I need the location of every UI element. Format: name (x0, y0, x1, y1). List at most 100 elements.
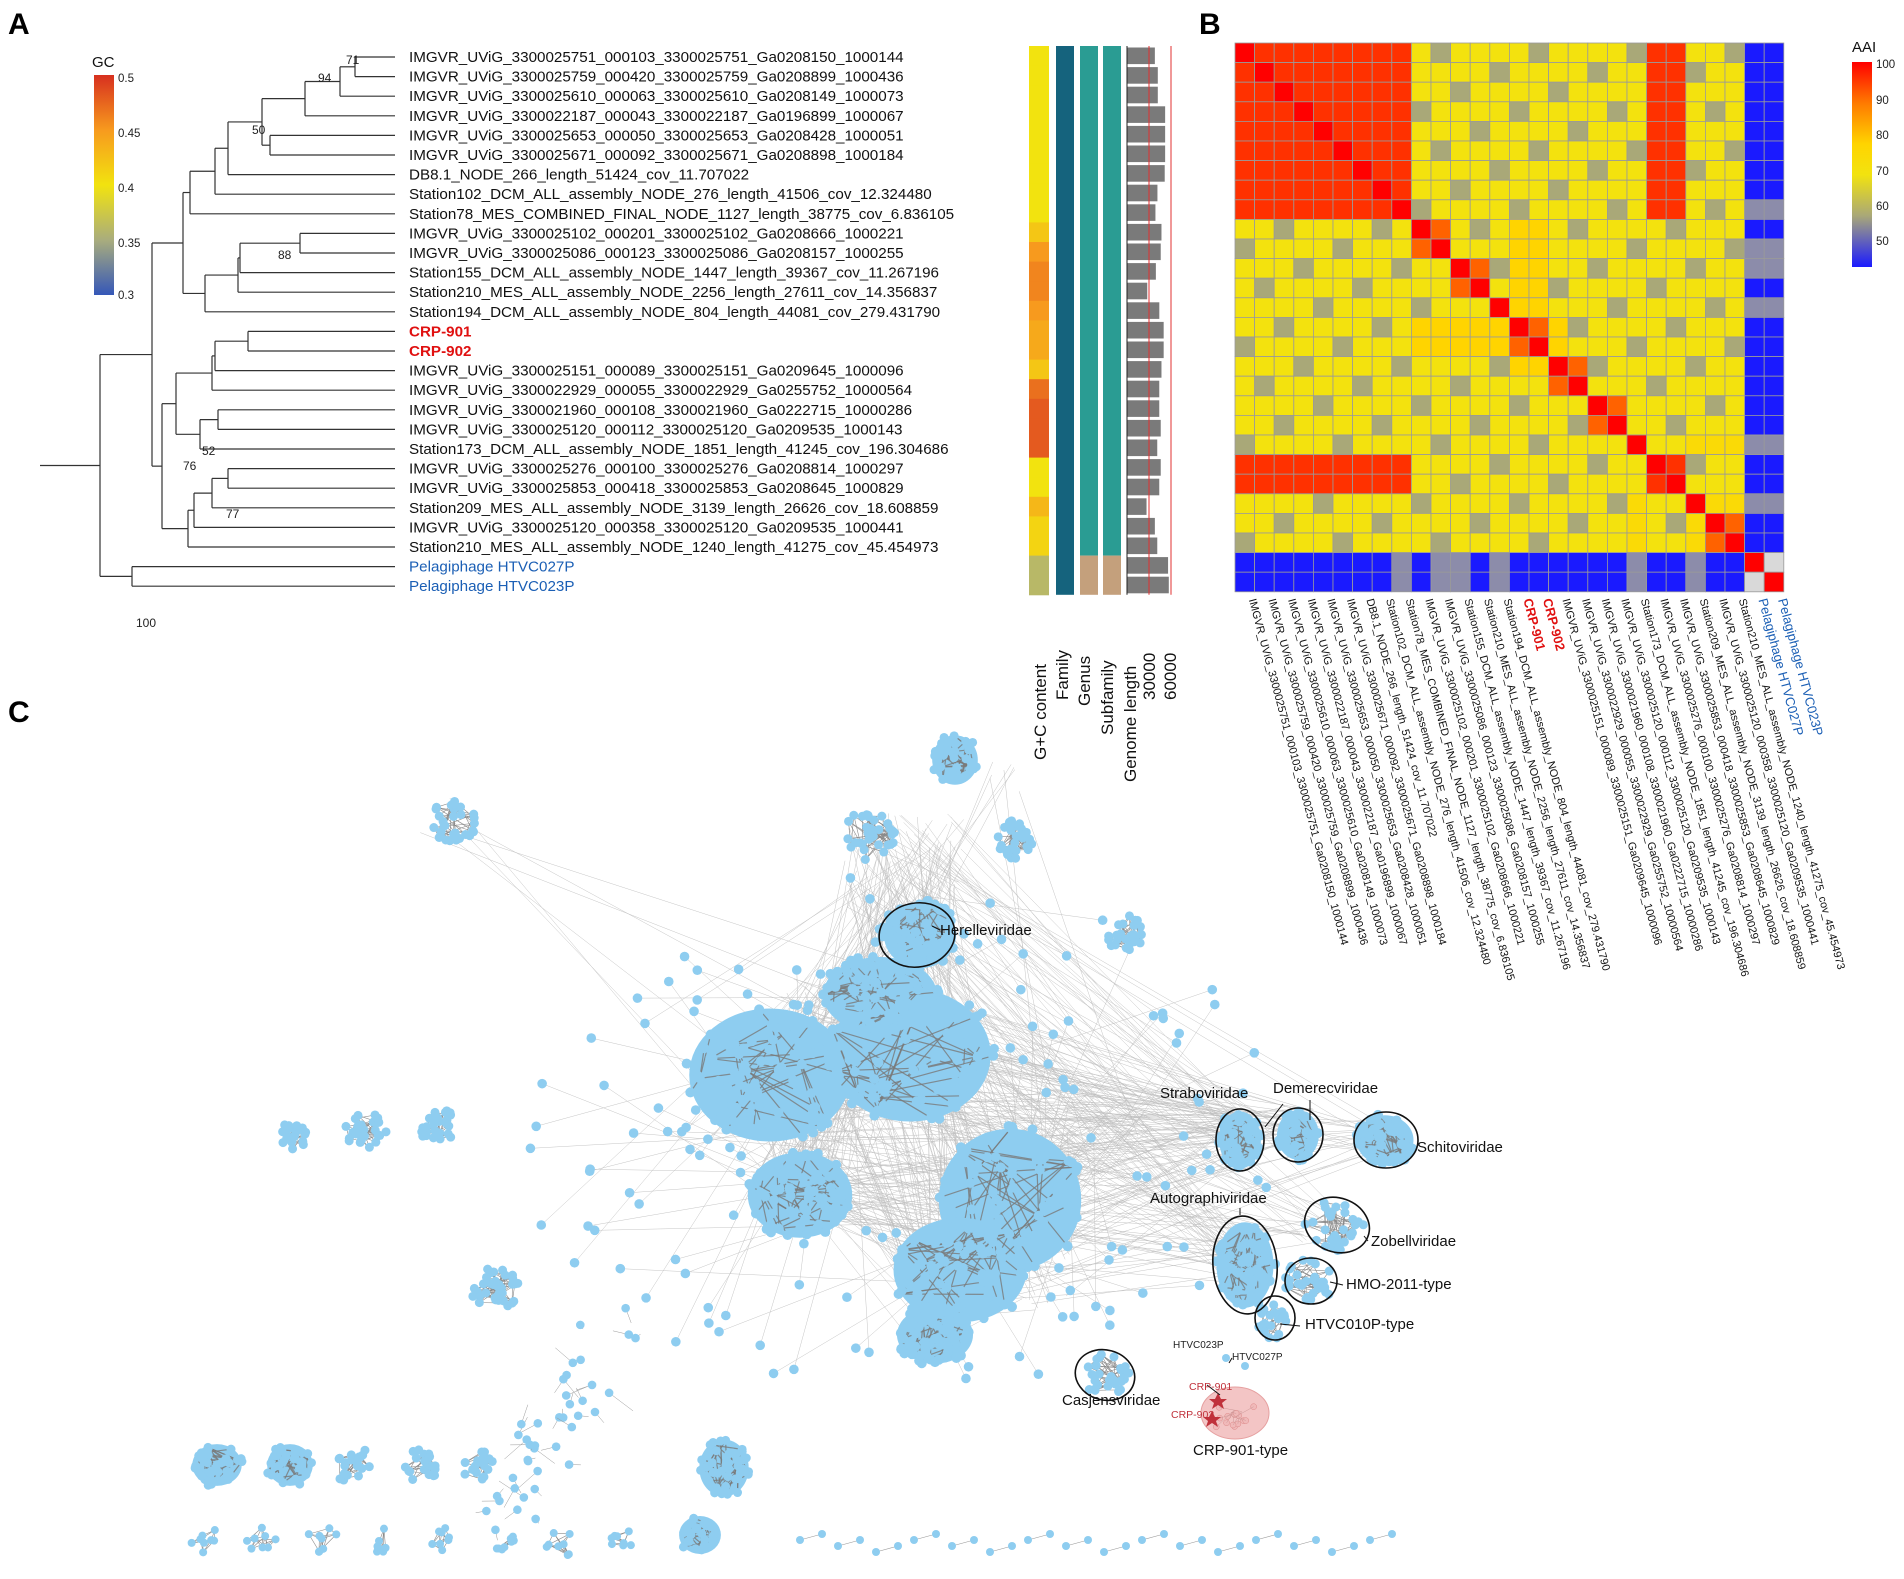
heatmap-cell (1626, 571, 1648, 593)
heatmap-cell (1273, 316, 1295, 338)
heatmap-cell (1273, 218, 1295, 240)
network-node (662, 1126, 673, 1137)
heatmap-cell (1607, 238, 1628, 260)
network-node (703, 1302, 714, 1313)
network-node (628, 1128, 639, 1138)
aai-tick-60: 60 (1876, 201, 1889, 213)
heatmap-cell (1587, 454, 1608, 475)
heatmap-cell (1234, 395, 1256, 416)
heatmap-cell (1705, 513, 1726, 534)
heatmap-cell (1313, 473, 1334, 495)
heatmap-cell (1567, 414, 1589, 436)
heatmap-cell (1685, 179, 1706, 201)
heatmap-cell (1509, 532, 1530, 554)
autographiviridae-cluster (1211, 1222, 1280, 1310)
heatmap-cell (1646, 316, 1667, 338)
heatmap-cell (1332, 414, 1354, 436)
heatmap-cell (1724, 258, 1746, 279)
heatmap-cell (1724, 81, 1746, 103)
heatmap-cell (1293, 277, 1314, 299)
heatmap-cell (1273, 513, 1295, 534)
network-node (963, 1361, 974, 1372)
heatmap-cell (1724, 297, 1746, 318)
heatmap-cell (1234, 454, 1256, 475)
heatmap-cell (1489, 140, 1510, 162)
network-node (634, 1199, 644, 1209)
cluster-labels: Herelleviridae Straboviridae Demerecviri… (940, 922, 1503, 1459)
heatmap-cell (1626, 218, 1648, 240)
heatmap-cell (1450, 160, 1471, 181)
heatmap-cell (1273, 336, 1295, 358)
heatmap-cell (1313, 297, 1334, 318)
heatmap-cell (1626, 473, 1648, 495)
heatmap-cell (1587, 101, 1608, 122)
heatmap-cell (1626, 454, 1648, 475)
heatmap-cell (1254, 179, 1275, 201)
heatmap-cell (1665, 375, 1687, 397)
heatmap-cell (1313, 414, 1334, 436)
heatmap-cell (1469, 513, 1491, 534)
heatmap-cell (1685, 277, 1706, 299)
gc-cell (1029, 457, 1049, 478)
heatmap-cell (1626, 375, 1648, 397)
heatmap-cell (1371, 238, 1393, 260)
heatmap-cell (1587, 160, 1608, 181)
network-node (864, 1347, 874, 1358)
heatmap-cell (1411, 493, 1432, 514)
heatmap-cell (1254, 513, 1275, 534)
heatmap-cell (1450, 532, 1471, 554)
heatmap-cell (1685, 513, 1706, 534)
network-node (972, 939, 983, 949)
heatmap-cell (1489, 101, 1510, 122)
heatmap-cell (1724, 414, 1746, 436)
network-node (736, 1151, 746, 1161)
heatmap-cell (1313, 552, 1334, 573)
heatmap-cell (1587, 179, 1608, 201)
heatmap-cell (1273, 395, 1295, 416)
heatmap-cell (1273, 42, 1295, 64)
heatmap-cell (1646, 218, 1667, 240)
genome-length-bar (1127, 263, 1156, 280)
heatmap-cell (1567, 434, 1589, 456)
heatmap-cell (1607, 62, 1628, 83)
heatmap-cell (1548, 571, 1569, 593)
heatmap-cell (1391, 493, 1412, 514)
heatmap-cell (1371, 297, 1393, 318)
heatmap-cell (1254, 258, 1275, 279)
heatmap-cell (1567, 316, 1589, 338)
heatmap-cell (1411, 42, 1432, 64)
heatmap-cell (1469, 493, 1491, 514)
heatmap-cell (1607, 258, 1628, 279)
heatmap-cell (1763, 434, 1785, 456)
heatmap-cell (1450, 140, 1471, 162)
heatmap-cell (1763, 199, 1785, 220)
heatmap-cell (1528, 356, 1550, 377)
heatmap-cell (1332, 375, 1354, 397)
heatmap-cell (1744, 238, 1765, 260)
heatmap-cell (1567, 297, 1589, 318)
heatmap-cell (1528, 493, 1550, 514)
zobellviridae-cluster (1300, 1198, 1368, 1255)
heatmap-cell (1763, 552, 1785, 573)
heatmap-cell (1411, 218, 1432, 240)
heatmap-cell (1685, 493, 1706, 514)
heatmap-cell (1548, 375, 1569, 397)
heatmap-cell (1607, 532, 1628, 554)
network-node (802, 1005, 813, 1016)
heatmap-cell (1724, 552, 1746, 573)
heatmap-cell (1567, 552, 1589, 573)
heatmap-cell (1665, 532, 1687, 554)
heatmap-cell (1509, 218, 1530, 240)
heatmap-cell (1371, 395, 1393, 416)
heatmap-cell (1509, 238, 1530, 260)
heatmap-cell (1430, 356, 1452, 377)
gc-cell (1029, 516, 1049, 537)
heatmap-cell (1352, 101, 1373, 122)
heatmap-cell (1371, 454, 1393, 475)
heatmap-cell (1685, 160, 1706, 181)
heatmap-cell (1469, 218, 1491, 240)
peripheral-cluster (263, 1443, 316, 1489)
heatmap-cell (1587, 552, 1608, 573)
heatmap-cell (1293, 532, 1314, 554)
